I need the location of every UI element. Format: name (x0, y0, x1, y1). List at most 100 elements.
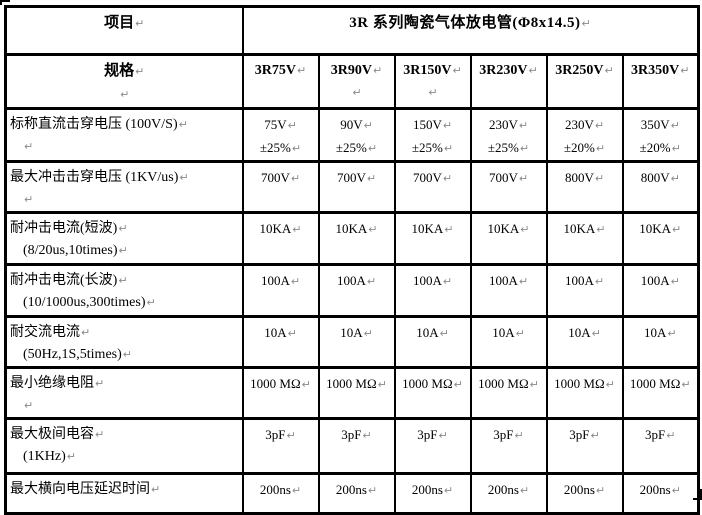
value-cell-r7-c3[interactable]: 200ns↵ (469, 472, 548, 515)
cell-line: 10A↵ (473, 322, 545, 345)
value-cell-r7-c4[interactable]: 200ns↵ (545, 472, 624, 515)
cell-line: 100A↵ (473, 270, 545, 293)
value-cell-r0-c4[interactable]: 230V↵ ±20%↵ (545, 107, 624, 163)
value-cell-r4-c3[interactable]: 10A↵ (469, 315, 548, 369)
row-label-cell-4[interactable]: 耐交流电流↵ (50Hz,1S,5times)↵ (4, 315, 244, 369)
value-cell-r2-c5[interactable]: 10KA↵ (621, 211, 700, 266)
row-label-cell-7[interactable]: 最大横向电压延迟时间↵ (4, 472, 244, 515)
paragraph-mark: ↵ (442, 275, 453, 288)
value-cell-r1-c2[interactable]: 700V↵ (393, 160, 472, 214)
value-cell-r4-c4[interactable]: 10A↵ (545, 315, 624, 369)
cell-line: ±25%↵ (473, 137, 545, 159)
value-cell-r7-c5[interactable]: 200ns↵ (621, 472, 700, 515)
value-cell-r2-c3[interactable]: 10KA↵ (469, 211, 548, 266)
value-cell-r1-c5[interactable]: 800V↵ (621, 160, 700, 214)
value-cell-r5-c4[interactable]: 1000 MΩ↵ (545, 366, 624, 420)
paragraph-mark: ↵ (672, 223, 682, 236)
value-cell-r3-c2[interactable]: 100A↵ (393, 263, 472, 318)
value-cell-r3-c4[interactable]: 100A↵ (545, 263, 624, 318)
value-cell-r4-c1[interactable]: 10A↵ (317, 315, 396, 369)
value-cell-r7-c0[interactable]: 200ns↵ (241, 472, 320, 515)
value-cell-r3-c3[interactable]: 100A↵ (469, 263, 548, 318)
value-cell-r4-c2[interactable]: 10A↵ (393, 315, 472, 369)
paragraph-mark: ↵ (594, 275, 605, 288)
value-cell-r5-c1[interactable]: 1000 MΩ↵ (317, 366, 396, 420)
column-header-cell-0[interactable]: 3R75V↵ (241, 53, 320, 110)
value-cell-r1-c1[interactable]: 700V↵ (317, 160, 396, 214)
paragraph-mark: ↵ (453, 378, 463, 391)
paragraph-mark: ↵ (291, 142, 302, 155)
value-cell-r5-c0[interactable]: 1000 MΩ↵ (241, 366, 320, 420)
paragraph-mark: ↵ (452, 64, 462, 77)
value-cell-r3-c1[interactable]: 100A↵ (317, 263, 396, 318)
row-label-cell-3[interactable]: 耐冲击电流(长波)↵ (10/1000us,300times)↵ (4, 263, 244, 318)
row-label-cell-2[interactable]: 耐冲击电流(短波)↵ (8/20us,10times)↵ (4, 211, 244, 266)
paragraph-mark: ↵ (520, 223, 530, 236)
value-cell-r2-c4[interactable]: 10KA↵ (545, 211, 624, 266)
value-cell-r7-c1[interactable]: 200ns↵ (317, 472, 396, 515)
value-cell-r2-c0[interactable]: 10KA↵ (241, 211, 320, 266)
row-label-cell-6[interactable]: 最大极间电容↵ (1KHz)↵ (4, 417, 244, 475)
value-cell-r2-c2[interactable]: 10KA↵ (393, 211, 472, 266)
cell-line: (10/1000us,300times)↵ (10, 292, 241, 314)
value-cell-r3-c0[interactable]: 100A↵ (241, 263, 320, 318)
cell-line: 100A↵ (321, 270, 393, 293)
value-cell-r6-c1[interactable]: 3pF↵ (317, 417, 396, 475)
value-cell-r6-c5[interactable]: 3pF↵ (621, 417, 700, 475)
paragraph-mark: ↵ (666, 429, 676, 442)
cell-text: 230V (488, 117, 518, 132)
value-cell-r5-c2[interactable]: 1000 MΩ↵ (393, 366, 472, 420)
column-header-cell-2[interactable]: 3R150V↵ ↵ (393, 53, 472, 110)
cell-text: 10A (492, 325, 515, 340)
value-cell-r1-c4[interactable]: 800V↵ (545, 160, 624, 214)
paragraph-mark: ↵ (118, 222, 128, 235)
value-cell-r1-c3[interactable]: 700V↵ (469, 160, 548, 214)
row-label-cell-5[interactable]: 最小绝缘电阻↵ ↵ (4, 366, 244, 420)
cell-line: (50Hz,1S,5times)↵ (10, 344, 241, 365)
row-label-cell-1[interactable]: 最大冲击击穿电压 (1KV/us)↵ ↵ (4, 160, 244, 214)
value-cell-r2-c1[interactable]: 10KA↵ (317, 211, 396, 266)
cell-line: 项目↵ (8, 12, 241, 35)
cell-text: 100A (412, 273, 442, 288)
value-cell-r0-c1[interactable]: 90V↵ ±25%↵ (317, 107, 396, 163)
table-title-cell[interactable]: 3R 系列陶瓷气体放电管(Φ8x14.5)↵ (241, 5, 700, 56)
cell-text: 最大横向电压延迟时间 (10, 482, 150, 497)
cell-line: ↵ (10, 395, 241, 416)
paragraph-mark: ↵ (367, 142, 378, 155)
table-move-handle[interactable] (0, 0, 10, 5)
cell-text: 10KA (335, 221, 368, 236)
column-header-cell-3[interactable]: 3R230V↵ (469, 53, 548, 110)
item-header-cell[interactable]: 项目↵ (4, 5, 244, 56)
value-cell-r4-c5[interactable]: 10A↵ (621, 315, 700, 369)
value-cell-r0-c2[interactable]: 150V↵ ±25%↵ (393, 107, 472, 163)
row-label-cell-0[interactable]: 标称直流击穿电压 (100V/S)↵ ↵ (4, 107, 244, 163)
cell-text: 100A (640, 273, 670, 288)
paragraph-mark: ↵ (439, 327, 449, 340)
value-cell-r4-c0[interactable]: 10A↵ (241, 315, 320, 369)
cell-line: (8/20us,10times)↵ (10, 240, 241, 262)
value-cell-r5-c3[interactable]: 1000 MΩ↵ (469, 366, 548, 420)
value-cell-r6-c4[interactable]: 3pF↵ (545, 417, 624, 475)
column-header-cell-1[interactable]: 3R90V↵ ↵ (317, 53, 396, 110)
paragraph-mark: ↵ (118, 244, 128, 257)
value-cell-r0-c0[interactable]: 75V↵ ±25%↵ (241, 107, 320, 163)
value-cell-r3-c5[interactable]: 100A↵ (621, 263, 700, 318)
value-cell-r7-c2[interactable]: 200ns↵ (393, 472, 472, 515)
column-header-cell-5[interactable]: 3R350V↵ (621, 53, 700, 110)
column-header-cell-4[interactable]: 3R250V↵ (545, 53, 624, 110)
value-cell-r6-c0[interactable]: 3pF↵ (241, 417, 320, 475)
table-resize-handle[interactable] (693, 489, 702, 500)
spec-row-4: 耐交流电流↵ (50Hz,1S,5times)↵ 10A↵ 10A↵ 10A↵ 10A↵ 1… (4, 315, 700, 369)
value-cell-r6-c2[interactable]: 3pF↵ (393, 417, 472, 475)
paragraph-mark: ↵ (291, 484, 302, 497)
paragraph-mark: ↵ (667, 327, 677, 340)
value-cell-r5-c5[interactable]: 1000 MΩ↵ (621, 366, 700, 420)
spec-row-5: 最小绝缘电阻↵ ↵ 1000 MΩ↵ 1000 MΩ↵ 1000 MΩ↵ 1000 MΩ↵… (4, 366, 700, 420)
value-cell-r0-c5[interactable]: 350V↵ ±20%↵ (621, 107, 700, 163)
spec-row-6: 最大极间电容↵ (1KHz)↵ 3pF↵ 3pF↵ 3pF↵ 3pF↵ 3pF↵ 3pF↵ (4, 417, 700, 475)
value-cell-r0-c3[interactable]: 230V↵ ±25%↵ (469, 107, 548, 163)
value-cell-r1-c0[interactable]: 700V↵ (241, 160, 320, 214)
paragraph-mark: ↵ (135, 65, 145, 78)
value-cell-r6-c3[interactable]: 3pF↵ (469, 417, 548, 475)
spec-header-cell[interactable]: 规格↵ ↵ (4, 53, 244, 110)
